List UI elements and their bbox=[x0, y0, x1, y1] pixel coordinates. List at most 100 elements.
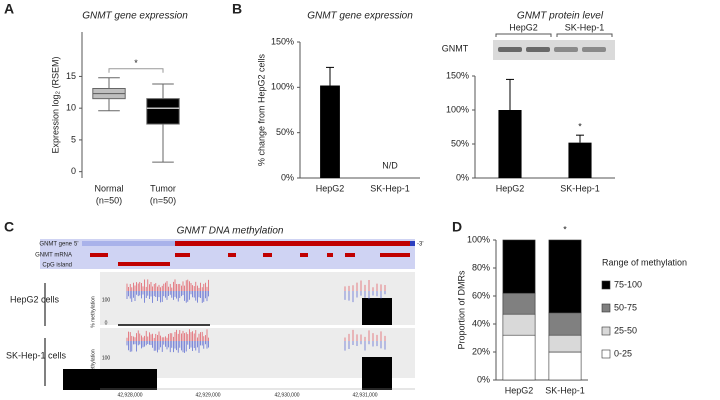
chart-title: GNMT gene expression bbox=[307, 11, 413, 22]
bar-annotation: * bbox=[563, 224, 567, 234]
y-tick-label: 50% bbox=[276, 127, 294, 137]
y-tick-label: 60% bbox=[472, 290, 490, 300]
track-label: CpG island bbox=[42, 263, 72, 269]
sample-label: HepG2 cells bbox=[10, 294, 60, 304]
x-tick-label: SK-Hep-1 bbox=[545, 385, 585, 395]
y-tick-label: 0% bbox=[477, 374, 490, 384]
bar-segment bbox=[502, 313, 536, 336]
y-axis-label: % change from HepG2 cells bbox=[256, 53, 266, 166]
mrna-exons bbox=[90, 253, 410, 257]
panel-label: C bbox=[4, 219, 14, 235]
axis-label: % methylation bbox=[90, 349, 96, 381]
sample-label: SK-Hep-1 cells bbox=[6, 350, 67, 360]
sample-size: (n=50) bbox=[150, 195, 176, 205]
x-tick-label: Tumor bbox=[150, 183, 176, 193]
lane-label: SK-Hep-1 bbox=[565, 22, 605, 32]
y-tick-label: 15 bbox=[66, 71, 76, 81]
bar-segment bbox=[548, 351, 582, 381]
track-label: GNMT gene bbox=[39, 242, 72, 248]
coordinate-label: 42,928,000 bbox=[117, 392, 142, 398]
coordinate-label: 42,930,000 bbox=[274, 392, 299, 398]
bar-segment bbox=[548, 334, 582, 353]
y-tick-label: 150% bbox=[271, 36, 294, 46]
x-tick-label: HepG2 bbox=[496, 183, 525, 193]
legend-swatch bbox=[601, 349, 611, 359]
y-tick-label: 5 bbox=[71, 134, 76, 144]
y-axis-label: Expression log₂ (RSEM) bbox=[50, 56, 60, 153]
panel-label: D bbox=[452, 219, 462, 235]
y-tick-label: 20% bbox=[472, 346, 490, 356]
bar bbox=[568, 142, 592, 178]
y-tick-label: 80% bbox=[472, 262, 490, 272]
chart-title: GNMT gene expression bbox=[82, 11, 188, 22]
lane-label: HepG2 bbox=[509, 22, 538, 32]
blot-band bbox=[498, 47, 522, 52]
bar-segment bbox=[548, 312, 582, 336]
y-tick-label: 0% bbox=[456, 172, 469, 182]
coordinate-label: 42,931,000 bbox=[352, 392, 377, 398]
axis-label: % methylation bbox=[90, 296, 96, 328]
bar-segment bbox=[502, 239, 536, 294]
methylation-block bbox=[362, 357, 392, 390]
legend-swatch bbox=[601, 326, 611, 336]
bar-segment bbox=[502, 334, 536, 381]
sample-size: (n=50) bbox=[96, 195, 122, 205]
x-tick-label: Normal bbox=[94, 183, 123, 193]
significance-bracket bbox=[108, 68, 164, 73]
bar bbox=[320, 85, 340, 178]
strand-label: -3' bbox=[417, 242, 423, 248]
legend-label: 75-100 bbox=[614, 279, 642, 289]
track-label: GNMT mRNA bbox=[35, 253, 72, 259]
scale-label: 0 bbox=[105, 320, 108, 326]
legend-label: 25-50 bbox=[614, 325, 637, 335]
chart-title: GNMT protein level bbox=[517, 11, 604, 22]
panel-label: A bbox=[4, 1, 14, 17]
legend-title: Range of methylation bbox=[602, 257, 687, 267]
x-tick-label: HepG2 bbox=[505, 385, 534, 395]
blot-band bbox=[526, 47, 550, 52]
y-tick-label: 40% bbox=[472, 318, 490, 328]
x-tick-label: SK-Hep-1 bbox=[560, 183, 600, 193]
bar-annotation: N/D bbox=[382, 160, 398, 170]
scale-label: 100 bbox=[102, 297, 111, 303]
legend-label: 0-25 bbox=[614, 348, 632, 358]
genome-browser: GNMT DNA methylation GNMT gene GNMT mRNA… bbox=[6, 226, 423, 399]
significance: * bbox=[134, 58, 138, 68]
blot-band bbox=[582, 47, 606, 52]
gene-bar bbox=[410, 241, 415, 246]
strand-label: 5' bbox=[74, 242, 78, 248]
legend-label: 50-75 bbox=[614, 302, 637, 312]
scale-label: 100 bbox=[102, 355, 111, 361]
bar bbox=[498, 110, 522, 178]
methylation-block bbox=[362, 298, 392, 325]
y-tick-label: 100% bbox=[467, 234, 490, 244]
panel-title: GNMT DNA methylation bbox=[177, 226, 284, 237]
bar-annotation: * bbox=[578, 122, 582, 132]
y-tick-label: 150% bbox=[446, 70, 469, 80]
methylation-block bbox=[63, 369, 157, 390]
methylation-ticks bbox=[126, 279, 386, 353]
y-tick-label: 100% bbox=[271, 82, 294, 92]
y-tick-label: 0 bbox=[71, 166, 76, 176]
y-tick-label: 50% bbox=[451, 138, 469, 148]
panel-label: B bbox=[232, 1, 242, 17]
legend-swatch bbox=[601, 280, 611, 290]
blot-band bbox=[554, 47, 578, 52]
y-tick-label: 100% bbox=[446, 104, 469, 114]
x-tick-label: HepG2 bbox=[316, 183, 345, 193]
cpg-island bbox=[118, 262, 170, 266]
bar-segment bbox=[548, 239, 582, 314]
coordinate-label: 42,929,000 bbox=[195, 392, 220, 398]
lane-bracket bbox=[495, 33, 552, 37]
y-axis-label: Proportion of DMRs bbox=[456, 270, 466, 350]
legend-swatch bbox=[601, 303, 611, 313]
bar-segment bbox=[502, 292, 536, 315]
blot-label: GNMT bbox=[442, 43, 469, 53]
box bbox=[146, 98, 180, 125]
y-tick-label: 10 bbox=[66, 103, 76, 113]
gene-bar bbox=[82, 241, 175, 246]
lane-bracket bbox=[556, 33, 613, 37]
gene-bar bbox=[175, 241, 410, 246]
y-tick-label: 0% bbox=[281, 172, 294, 182]
